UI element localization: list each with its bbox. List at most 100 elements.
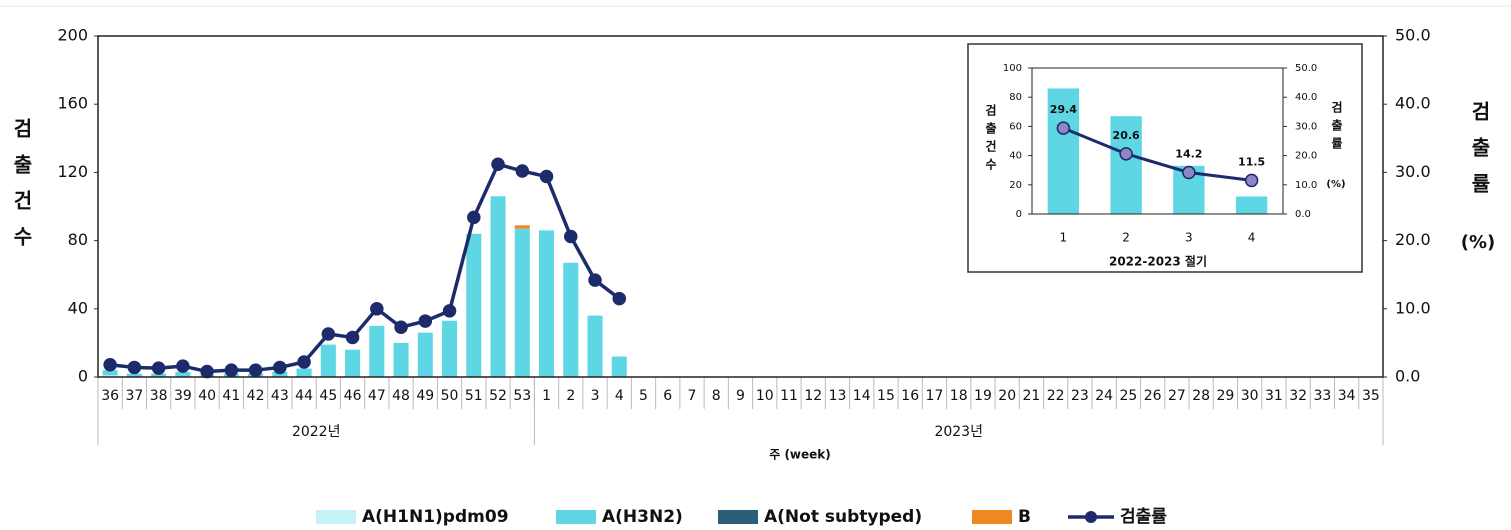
- x-tick-label: 36: [101, 388, 119, 404]
- x-tick-label: 2: [566, 388, 575, 404]
- x-tick-label: 23: [1071, 388, 1089, 404]
- x-tick-label: 43: [271, 388, 289, 404]
- rate-line: [1062, 126, 1252, 182]
- x-tick-label: 4: [615, 388, 624, 404]
- x-tick-label: 51: [465, 388, 483, 404]
- bar: [539, 230, 555, 377]
- y2-tick-label: 10.0: [1395, 298, 1431, 317]
- y-tick-label: 160: [57, 94, 88, 113]
- x-tick-label: 15: [877, 388, 895, 404]
- x-tick-label: 27: [1168, 388, 1186, 404]
- bar: [442, 320, 458, 377]
- bar: [102, 375, 118, 377]
- bar: [272, 371, 288, 377]
- x-tick-label: 34: [1338, 388, 1356, 404]
- rate-marker: [345, 330, 360, 345]
- rate-marker: [467, 210, 481, 225]
- x-tick-label: 8: [712, 388, 721, 404]
- x-tick-label: 30: [1241, 388, 1259, 404]
- bar: [587, 315, 603, 377]
- x-tick-label: 33: [1313, 388, 1331, 404]
- x-tick-label: 52: [489, 388, 507, 404]
- rate-marker: [200, 364, 214, 379]
- rate-line: [109, 162, 621, 374]
- bar: [151, 373, 167, 377]
- legend-swatch: [718, 510, 758, 524]
- x-tick-label: 4: [1248, 231, 1256, 245]
- x-tick-label: 24: [1095, 388, 1113, 404]
- x-group-label: 2022년: [292, 424, 341, 440]
- data-label: 20.6: [1113, 129, 1140, 142]
- rate-marker: [273, 360, 287, 375]
- bar: [514, 225, 530, 229]
- rate-marker: [612, 291, 627, 306]
- rate-marker: [564, 229, 578, 244]
- rate-marker: [539, 169, 554, 184]
- x-tick-label: 6: [663, 388, 672, 404]
- x-tick-label: 20: [998, 388, 1016, 404]
- rate-marker: [515, 164, 530, 178]
- x-tick-label: 41: [222, 388, 240, 404]
- y2-tick-label: 0.0: [1395, 367, 1420, 386]
- y2-axis-title: 검출률: [1330, 100, 1344, 155]
- y2-tick-label: 50.0: [1295, 63, 1317, 74]
- legend-label: A(H3N2): [602, 507, 683, 527]
- x-axis-title: 2022-2023 절기: [1109, 254, 1207, 269]
- y-tick-label: 120: [57, 162, 88, 181]
- x-tick-label: 26: [1144, 388, 1162, 404]
- bar: [175, 371, 191, 377]
- y2-tick-label: 10.0: [1295, 180, 1317, 191]
- inset-frame: [967, 43, 1363, 273]
- bar: [611, 356, 627, 377]
- y2-tick-label: 40.0: [1395, 94, 1431, 113]
- plot-frame: [97, 35, 1384, 378]
- x-tick-label: 38: [150, 388, 168, 404]
- x-tick-label: 49: [416, 388, 434, 404]
- y-tick-label: 40: [1009, 151, 1022, 162]
- x-axis-title: 주 (week): [769, 448, 831, 462]
- y2-axis-title: 검출률: [1468, 101, 1492, 209]
- rate-marker: [442, 304, 457, 318]
- y-axis-title: 검출건수: [10, 118, 34, 262]
- bar: [466, 233, 482, 377]
- y2-tick-label: 20.0: [1295, 151, 1317, 162]
- rate-marker: [418, 314, 433, 328]
- bar: [417, 332, 433, 377]
- data-label: 29.4: [1050, 103, 1077, 116]
- x-tick-label: 16: [901, 388, 919, 404]
- bar: [490, 196, 506, 377]
- y2-axis-unit: (%): [1326, 179, 1345, 190]
- legend-marker: [1085, 511, 1097, 523]
- y-tick-label: 100: [1003, 63, 1022, 74]
- x-tick-label: 47: [368, 388, 386, 404]
- y-tick-label: 40: [68, 298, 88, 317]
- x-tick-label: 3: [1185, 231, 1193, 245]
- y2-tick-label: 50.0: [1395, 26, 1431, 45]
- rate-marker: [103, 357, 117, 372]
- rate-marker: [394, 320, 408, 334]
- y2-tick-label: 30.0: [1395, 162, 1431, 181]
- x-tick-label: 31: [1265, 388, 1283, 404]
- y2-tick-label: 30.0: [1295, 121, 1317, 132]
- rate-marker: [1244, 173, 1259, 188]
- rate-marker: [297, 355, 311, 369]
- x-tick-label: 17: [926, 388, 944, 404]
- x-tick-label: 42: [247, 388, 265, 404]
- y-tick-label: 80: [68, 230, 88, 249]
- y-axis-title: 검출건수: [984, 103, 998, 176]
- y-tick-label: 60: [1009, 121, 1022, 132]
- bar: [563, 262, 579, 377]
- bar: [393, 342, 409, 377]
- legend-label: B: [1018, 507, 1031, 527]
- x-tick-label: 46: [344, 388, 362, 404]
- bar: [369, 325, 385, 377]
- x-tick-label: 40: [198, 388, 216, 404]
- x-tick-label: 2: [1122, 231, 1130, 245]
- bar: [345, 349, 361, 377]
- x-tick-label: 21: [1023, 388, 1041, 404]
- x-tick-label: 28: [1192, 388, 1210, 404]
- bar: [1235, 196, 1268, 214]
- x-tick-label: 5: [639, 388, 648, 404]
- x-tick-label: 14: [853, 388, 871, 404]
- y2-tick-label: 20.0: [1395, 230, 1431, 249]
